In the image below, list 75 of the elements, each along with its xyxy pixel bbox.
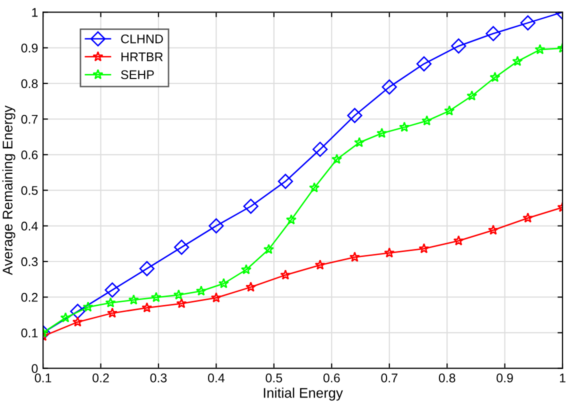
legend-label: HRTBR bbox=[121, 52, 163, 62]
y-axis-title: Average Remaining Energy bbox=[2, 105, 16, 276]
y-tick-label: 0.6 bbox=[21, 150, 38, 160]
point bbox=[488, 224, 499, 235]
point bbox=[60, 312, 71, 322]
point bbox=[105, 297, 116, 308]
point bbox=[349, 252, 360, 262]
y-tick-label: 0.4 bbox=[21, 222, 38, 231]
y-tick-label: 0.9 bbox=[21, 44, 38, 52]
x-tick-label: 0.2 bbox=[92, 374, 109, 382]
point bbox=[522, 212, 534, 223]
point bbox=[382, 79, 397, 95]
point bbox=[174, 240, 190, 255]
point bbox=[139, 261, 155, 276]
point bbox=[263, 244, 274, 254]
point bbox=[150, 292, 162, 302]
y-tick-label: 0 bbox=[32, 364, 38, 373]
point bbox=[453, 235, 464, 246]
point bbox=[416, 56, 432, 72]
x-tick-label: 0.5 bbox=[266, 374, 282, 382]
point bbox=[312, 142, 328, 157]
point bbox=[354, 136, 365, 148]
point bbox=[70, 304, 86, 319]
x-tick-label: 0.7 bbox=[381, 374, 398, 382]
x-tick-label: 0.9 bbox=[496, 374, 513, 382]
x-tick-label: 0.8 bbox=[438, 374, 456, 382]
point bbox=[490, 72, 500, 82]
point bbox=[246, 282, 256, 292]
point bbox=[309, 182, 320, 192]
point bbox=[512, 56, 523, 66]
point bbox=[243, 198, 258, 214]
point bbox=[82, 302, 94, 312]
point bbox=[218, 278, 230, 288]
x-tick-label: 0.6 bbox=[323, 374, 340, 382]
x-tick-label: 0.4 bbox=[208, 374, 225, 382]
y-tick-label: 0.3 bbox=[21, 257, 38, 266]
point bbox=[208, 218, 224, 234]
point bbox=[384, 247, 395, 258]
point bbox=[104, 282, 120, 298]
y-tick-label: 0.1 bbox=[21, 328, 38, 338]
point bbox=[486, 26, 501, 42]
point bbox=[128, 294, 139, 305]
point bbox=[422, 115, 432, 126]
y-tick-label: 1 bbox=[32, 8, 38, 17]
point bbox=[376, 128, 388, 138]
point bbox=[520, 15, 536, 30]
point bbox=[444, 105, 455, 116]
point bbox=[176, 298, 187, 308]
point bbox=[332, 154, 342, 164]
y-tick-label: 0.5 bbox=[21, 186, 38, 195]
legend-label: CLHND bbox=[121, 34, 163, 44]
point bbox=[314, 260, 326, 270]
point bbox=[142, 302, 152, 312]
point bbox=[418, 243, 430, 254]
point bbox=[240, 264, 252, 274]
x-tick-label: 1 bbox=[560, 374, 566, 382]
point bbox=[106, 308, 118, 318]
point bbox=[210, 292, 222, 302]
point bbox=[466, 90, 478, 101]
point bbox=[286, 214, 297, 224]
y-tick-label: 0.8 bbox=[21, 79, 38, 88]
point bbox=[278, 174, 294, 189]
y-tick-label: 0.7 bbox=[21, 114, 38, 124]
y-tick-label: 0.2 bbox=[21, 292, 38, 302]
point bbox=[280, 269, 291, 280]
point bbox=[173, 289, 184, 300]
point bbox=[451, 38, 466, 54]
legend-label: SEHP bbox=[121, 70, 154, 80]
point bbox=[534, 44, 546, 54]
x-tick-label: 0.3 bbox=[150, 374, 167, 382]
point bbox=[399, 122, 410, 132]
x-axis-title: Initial Energy bbox=[264, 388, 343, 401]
point bbox=[196, 286, 207, 296]
point bbox=[347, 108, 362, 124]
point bbox=[72, 316, 83, 327]
